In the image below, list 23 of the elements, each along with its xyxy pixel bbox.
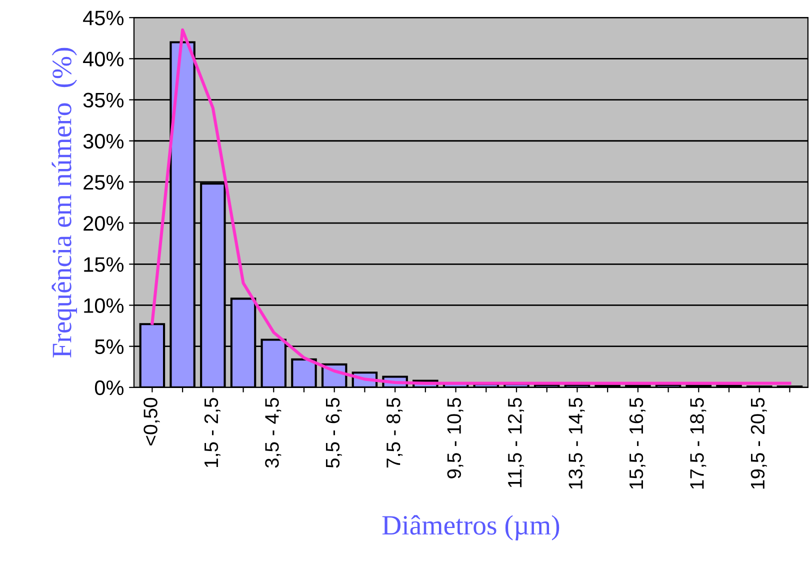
x-tick-label: 7,5 - 8,5 <box>386 398 403 468</box>
y-tick-label: 0% <box>94 380 124 396</box>
y-axis-title: Frequência em número (%) <box>52 48 78 358</box>
x-tick-label: 1,5 - 2,5 <box>204 398 220 467</box>
x-tick-label: 11,5 - 12,5 <box>508 398 524 488</box>
y-tick-label: 30% <box>83 134 124 149</box>
x-tick-label: 5,5 - 6,5 <box>326 398 342 468</box>
y-tick-label: 5% <box>94 339 124 354</box>
y-tick-label: 35% <box>83 92 124 108</box>
y-tick-label: 15% <box>84 257 124 272</box>
x-tick-label: <0,50 <box>144 398 160 446</box>
x-axis-title: Diâmetros (µm) <box>382 515 560 540</box>
x-tick-label: 17,5 - 18,5 <box>690 398 706 489</box>
x-tick-label: 9,5 - 10,5 <box>447 398 464 478</box>
x-tick-label: 3,5 - 4,5 <box>265 398 282 468</box>
x-tick-label: 15,5 - 16,5 <box>629 398 646 489</box>
y-tick-label: 40% <box>83 52 124 66</box>
x-tick-label: 13,5 - 14,5 <box>568 398 585 489</box>
y-tick-label: 20% <box>84 216 124 231</box>
y-tick-label: 25% <box>84 174 124 190</box>
y-tick-label: 10% <box>84 298 124 313</box>
x-tick-label: 19,5 - 20,5 <box>750 398 767 489</box>
y-tick-label: 45% <box>83 10 124 26</box>
